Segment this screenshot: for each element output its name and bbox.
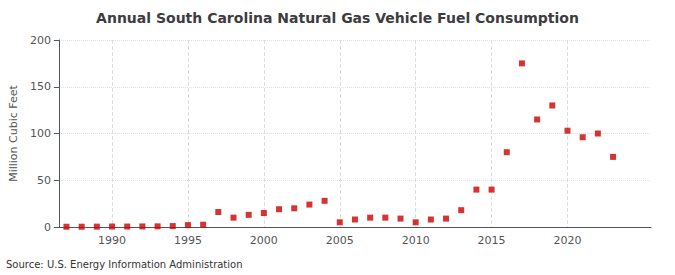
- svg-text:Million Cubic Feet: Million Cubic Feet: [7, 84, 20, 181]
- svg-text:1990: 1990: [98, 234, 126, 247]
- svg-text:100: 100: [30, 127, 51, 140]
- svg-text:1995: 1995: [174, 234, 202, 247]
- svg-text:2000: 2000: [250, 234, 278, 247]
- svg-text:150: 150: [30, 80, 51, 93]
- svg-text:Annual South Carolina Natural: Annual South Carolina Natural Gas Vehicl…: [96, 10, 579, 26]
- svg-text:2005: 2005: [326, 234, 354, 247]
- svg-text:0: 0: [44, 221, 51, 234]
- svg-text:2020: 2020: [553, 234, 581, 247]
- svg-text:50: 50: [37, 174, 51, 187]
- svg-text:200: 200: [30, 34, 51, 47]
- svg-text:Source: U.S. Energy Informatio: Source: U.S. Energy Information Administ…: [6, 259, 243, 270]
- svg-text:2010: 2010: [402, 234, 430, 247]
- svg-text:2015: 2015: [478, 234, 506, 247]
